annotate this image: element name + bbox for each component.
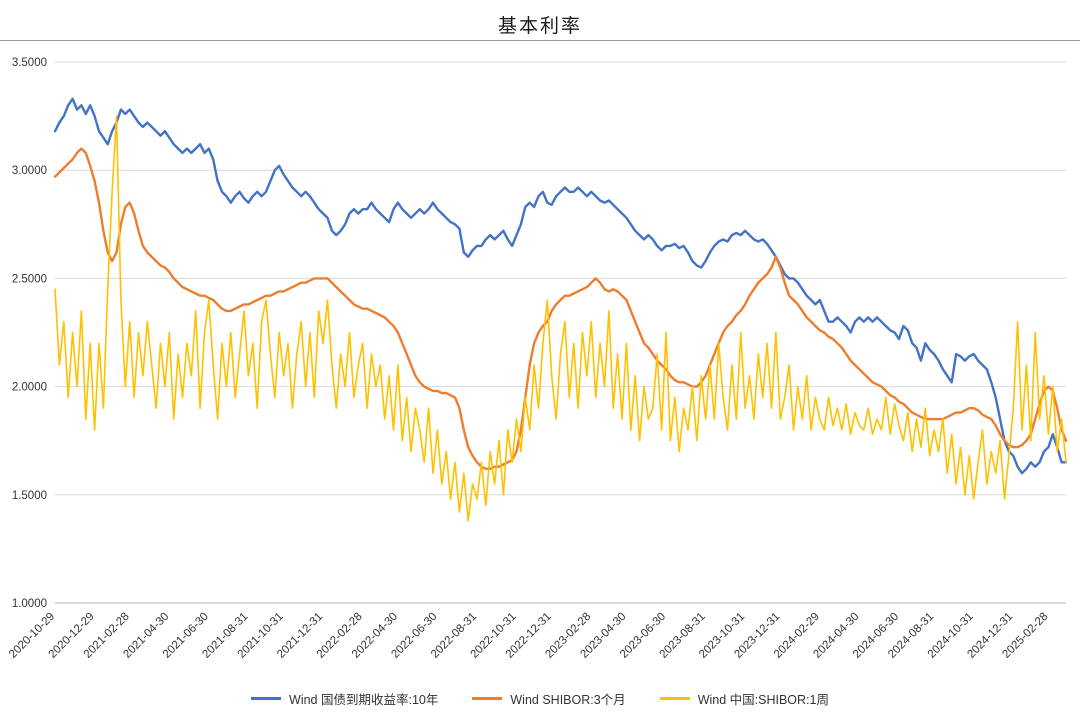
y-axis-label: 1.5000 [12,490,47,502]
legend-item-shibor-3m: Wind SHIBOR:3个月 [472,689,626,708]
legend-label-bond-10y: Wind 国债到期收益率:10年 [289,693,439,707]
legend-line-shibor-3m-icon [472,697,503,700]
series-line-shibor-1w [54,115,1067,522]
legend-line-shibor-1w-icon [659,697,690,700]
legend-item-shibor-1w: Wind 中国:SHIBOR:1周 [659,689,829,708]
legend: Wind 国债到期收益率:10年 Wind SHIBOR:3个月 Wind 中国… [0,689,1080,708]
legend-item-bond-10y: Wind 国债到期收益率:10年 [251,689,438,708]
plot-area: 1.00001.50002.00002.50003.00003.50002020… [7,57,1068,661]
y-axis-label: 3.5000 [12,57,47,69]
chart-title: 基本利率 [497,16,582,37]
series-line-bond-10y [53,97,1068,475]
y-axis-label: 2.5000 [12,273,47,285]
title-divider [0,40,1080,41]
legend-label-shibor-3m: Wind SHIBOR:3个月 [510,693,626,707]
y-axis-label: 2.0000 [12,382,47,394]
series-line-shibor-3m [53,147,1068,470]
y-axis-label: 3.0000 [12,165,47,177]
legend-label-shibor-1w: Wind 中国:SHIBOR:1周 [697,693,829,707]
legend-line-bond-10y-icon [251,697,282,700]
y-axis-label: 1.0000 [12,598,47,610]
